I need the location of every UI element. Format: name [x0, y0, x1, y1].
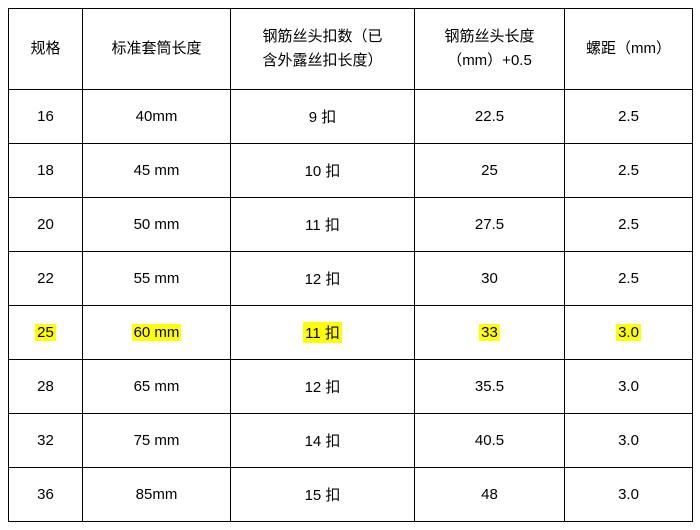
cell-threads: 15 扣: [231, 468, 415, 522]
cell-pitch: 3.0: [565, 360, 693, 414]
highlighted-value: 3.0: [616, 324, 641, 341]
cell-length: 22.5: [415, 90, 565, 144]
cell-spec: 18: [9, 144, 83, 198]
cell-pitch: 2.5: [565, 198, 693, 252]
cell-sleeve: 55 mm: [83, 252, 231, 306]
cell-sleeve: 40mm: [83, 90, 231, 144]
table-row: 2865 mm12 扣35.53.0: [9, 360, 693, 414]
table-row: 25 60 mm 11 扣 33 3.0: [9, 306, 693, 360]
cell-spec: 22: [9, 252, 83, 306]
cell-threads: 9 扣: [231, 90, 415, 144]
col-header-0: 规格: [9, 9, 83, 90]
table-row: 3685mm15 扣483.0: [9, 468, 693, 522]
cell-sleeve: 50 mm: [83, 198, 231, 252]
cell-spec: 32: [9, 414, 83, 468]
cell-sleeve: 65 mm: [83, 360, 231, 414]
cell-spec: 25: [9, 306, 83, 360]
cell-sleeve: 60 mm: [83, 306, 231, 360]
cell-spec: 36: [9, 468, 83, 522]
cell-pitch: 2.5: [565, 144, 693, 198]
cell-length: 25: [415, 144, 565, 198]
table-row: 2050 mm11 扣27.52.5: [9, 198, 693, 252]
cell-sleeve: 85mm: [83, 468, 231, 522]
cell-sleeve: 45 mm: [83, 144, 231, 198]
highlighted-value: 25: [35, 324, 56, 341]
table-body: 1640mm9 扣22.52.51845 mm10 扣252.52050 mm1…: [9, 90, 693, 522]
cell-spec: 28: [9, 360, 83, 414]
table-row: 3275 mm14 扣40.53.0: [9, 414, 693, 468]
cell-length: 40.5: [415, 414, 565, 468]
table-row: 1845 mm10 扣252.5: [9, 144, 693, 198]
cell-length: 35.5: [415, 360, 565, 414]
col-header-2: 钢筋丝头扣数（已含外露丝扣长度）: [231, 9, 415, 90]
cell-length: 33: [415, 306, 565, 360]
cell-pitch: 2.5: [565, 252, 693, 306]
cell-pitch: 3.0: [565, 468, 693, 522]
cell-pitch: 3.0: [565, 414, 693, 468]
cell-spec: 20: [9, 198, 83, 252]
highlighted-value: 11 扣: [303, 322, 342, 343]
cell-threads: 11 扣: [231, 306, 415, 360]
rebar-coupler-table: 规格标准套筒长度钢筋丝头扣数（已含外露丝扣长度）钢筋丝头长度（mm）+0.5螺距…: [8, 8, 693, 522]
highlighted-value: 60 mm: [132, 324, 182, 341]
cell-length: 48: [415, 468, 565, 522]
cell-pitch: 3.0: [565, 306, 693, 360]
col-header-4: 螺距（mm）: [565, 9, 693, 90]
cell-spec: 16: [9, 90, 83, 144]
table-row: 2255 mm12 扣302.5: [9, 252, 693, 306]
cell-threads: 12 扣: [231, 252, 415, 306]
cell-length: 30: [415, 252, 565, 306]
cell-pitch: 2.5: [565, 90, 693, 144]
cell-threads: 10 扣: [231, 144, 415, 198]
cell-threads: 11 扣: [231, 198, 415, 252]
cell-length: 27.5: [415, 198, 565, 252]
cell-threads: 12 扣: [231, 360, 415, 414]
highlighted-value: 33: [479, 324, 500, 341]
col-header-3: 钢筋丝头长度（mm）+0.5: [415, 9, 565, 90]
table-row: 1640mm9 扣22.52.5: [9, 90, 693, 144]
cell-threads: 14 扣: [231, 414, 415, 468]
table-header-row: 规格标准套筒长度钢筋丝头扣数（已含外露丝扣长度）钢筋丝头长度（mm）+0.5螺距…: [9, 9, 693, 90]
cell-sleeve: 75 mm: [83, 414, 231, 468]
col-header-1: 标准套筒长度: [83, 9, 231, 90]
